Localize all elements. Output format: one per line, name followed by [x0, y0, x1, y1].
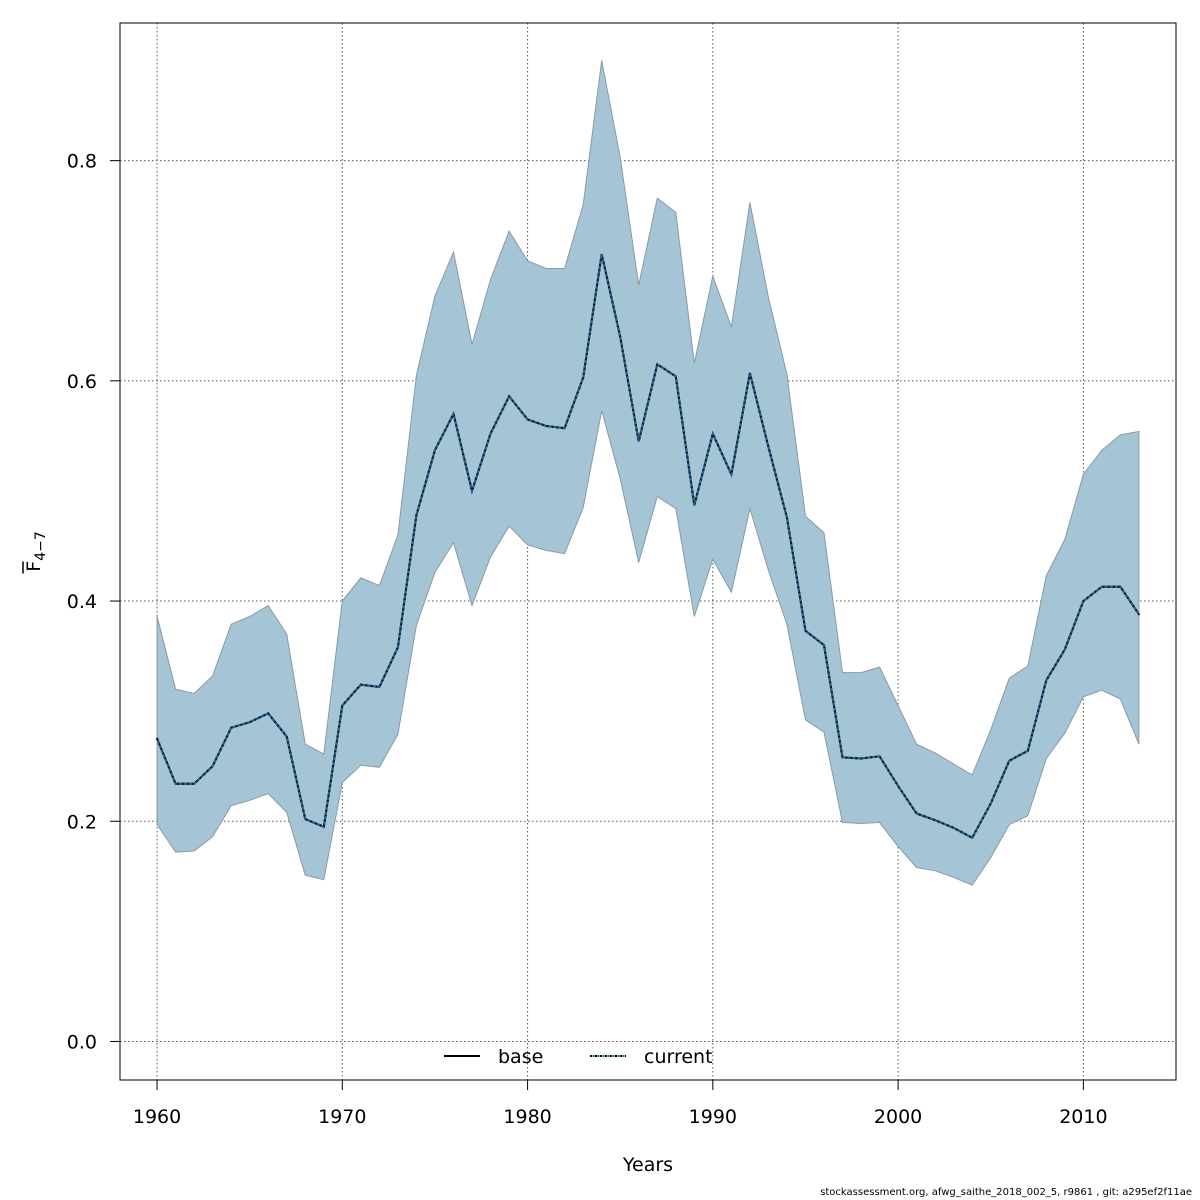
legend-item-base: base	[444, 1046, 543, 1068]
legend-label-base: base	[498, 1046, 543, 1068]
y-tick-label: 0.0	[67, 1031, 97, 1053]
confidence-band	[156, 60, 1140, 886]
x-tick-label: 2000	[874, 1106, 922, 1128]
x-axis-title: Years	[622, 1154, 673, 1176]
x-tick-label: 1970	[318, 1106, 366, 1128]
x-tick-label: 1990	[689, 1106, 737, 1128]
legend: base current	[444, 1046, 713, 1068]
y-tick-label: 0.8	[67, 151, 97, 173]
y-tick-label: 0.2	[67, 811, 97, 833]
legend-item-current: current	[590, 1046, 713, 1068]
x-tick-label: 2010	[1059, 1106, 1107, 1128]
y-tick-label: 0.6	[67, 371, 97, 393]
x-tick-label: 1980	[503, 1106, 551, 1128]
y-axis-title-subscript: 4−7	[33, 531, 49, 561]
y-tick-label: 0.4	[67, 591, 97, 613]
series-lines-layer	[156, 253, 1140, 840]
confidence-band-layer	[156, 60, 1140, 886]
y-axis-title-main: F	[23, 561, 45, 572]
footer-credit: stockassessment.org, afwg_saithe_2018_00…	[820, 1187, 1192, 1198]
x-tick-label: 1960	[133, 1106, 181, 1128]
grid	[120, 23, 1176, 1080]
legend-label-current: current	[644, 1046, 713, 1068]
plot-frame	[119, 22, 1177, 1081]
x-axis: 1960 1970 1980 1990 2000 2010	[133, 1079, 1108, 1128]
svg-text:F4−7: F4−7	[23, 531, 49, 571]
y-axis: 0.0 0.2 0.4 0.6 0.8	[67, 151, 120, 1053]
y-axis-title: F4−7	[22, 531, 49, 574]
series-line-current-accent	[156, 253, 1140, 840]
